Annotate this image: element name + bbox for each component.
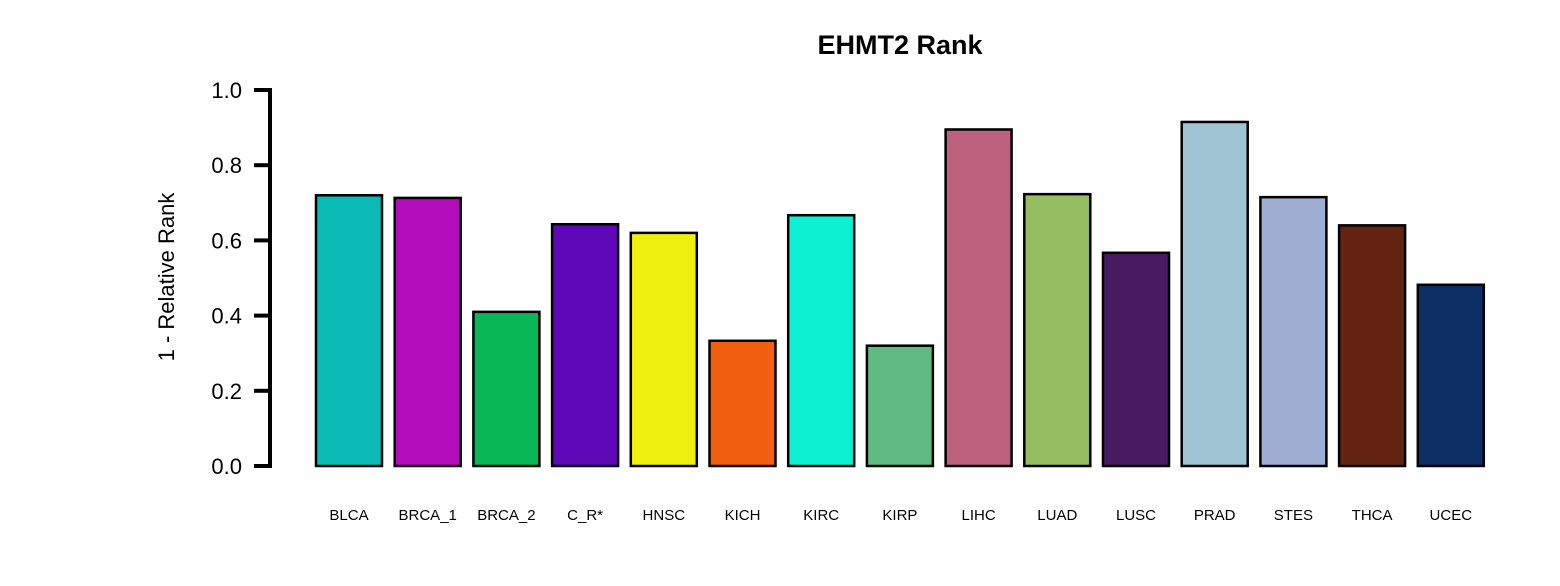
bar-blca [314,194,384,468]
x-tick-label: LIHC [962,507,996,524]
x-tick-label: STES [1274,507,1313,524]
bar-brca-1 [393,196,462,468]
y-tick-label: 0.0 [211,454,242,479]
bar-brca-2 [472,310,541,468]
bar-kirp [865,344,935,468]
x-tick-label: LUAD [1037,507,1077,524]
bar-ucec [1416,283,1486,468]
y-tick-label: 0.8 [211,153,242,178]
x-tick-label: UCEC [1430,507,1473,524]
x-tick-label: HNSC [643,507,686,524]
bar-lusc [1101,251,1171,468]
y-tick-label: 0.4 [211,304,242,329]
y-tick-label: 0.2 [211,379,242,404]
bar-thca [1337,224,1407,468]
bar-prad [1180,120,1249,468]
bar-kich [708,339,777,468]
x-tick-label: KIRC [803,507,839,524]
bars [314,120,1486,468]
x-tick-label: PRAD [1194,507,1236,524]
bar-c-r [550,222,620,468]
chart-title: EHMT2 Rank [817,30,983,60]
x-tick-label: KICH [725,507,761,524]
x-tick-label: KIRP [882,507,917,524]
x-tick-label: BLCA [329,507,368,524]
y-tick-label: 1.0 [211,78,242,103]
y-tick-label: 0.6 [211,228,242,253]
x-tick-label: BRCA_2 [477,507,535,524]
x-tick-label: BRCA_1 [399,507,457,524]
bar-lihc [944,128,1013,468]
bar-stes [1259,195,1328,468]
bar-hnsc [629,231,699,468]
x-tick-label: C_R* [567,507,603,524]
bar-luad [1023,192,1092,468]
x-axis-labels: BLCA BRCA_1 BRCA_2 C_R* HNSC KICH KIRC KIRP LIHC… [329,507,1472,524]
y-axis: 0.0 0.2 0.4 0.6 0.8 1.0 [211,78,272,479]
x-tick-label: THCA [1352,507,1393,524]
x-tick-label: LUSC [1116,507,1156,524]
bar-kirc [786,213,856,468]
y-axis-label: 1 - Relative Rank [154,192,179,362]
